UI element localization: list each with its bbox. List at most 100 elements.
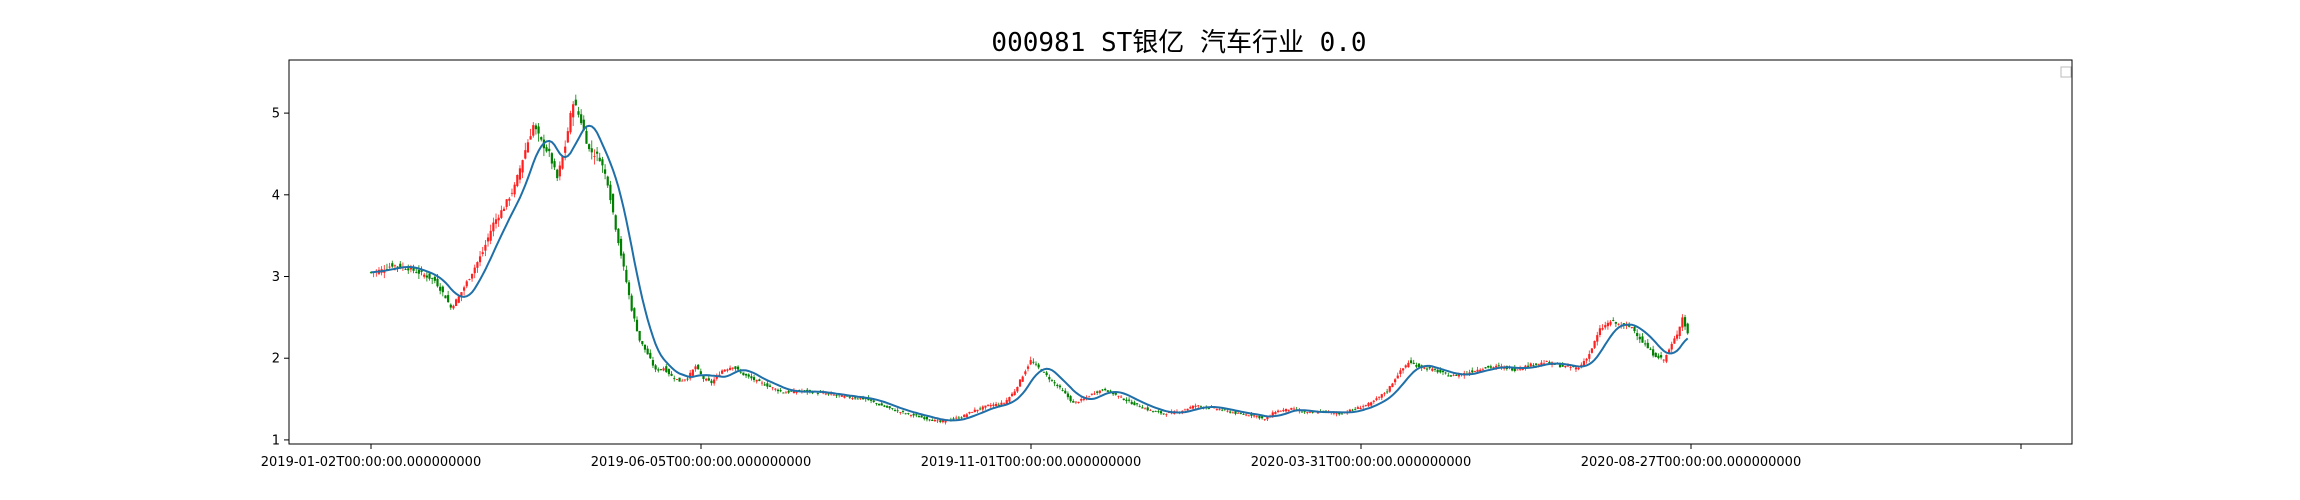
candle-body: [893, 410, 897, 412]
candle-body: [1338, 412, 1341, 415]
candle-body: [1114, 393, 1117, 395]
candle-body: [537, 126, 540, 134]
candle-body: [667, 369, 671, 375]
candle-body: [611, 193, 615, 213]
candle-body: [590, 148, 593, 153]
candle-body: [1476, 369, 1479, 372]
candle-body: [1606, 322, 1609, 327]
candle-body: [1649, 348, 1652, 350]
candle-body: [484, 244, 487, 251]
candle-body: [447, 295, 450, 303]
candle-body: [1415, 365, 1418, 367]
candle-body: [619, 238, 623, 256]
candle-body: [830, 393, 833, 395]
candle-body: [933, 420, 937, 422]
candle-body: [1239, 413, 1242, 414]
candle-body: [1468, 372, 1471, 374]
candle-body: [1356, 407, 1359, 409]
candle-body: [1261, 416, 1264, 419]
candle-body: [904, 413, 907, 415]
candle-body: [662, 368, 665, 371]
candle-body: [556, 169, 559, 179]
candle-body: [1423, 367, 1426, 369]
candle-body: [1106, 390, 1109, 392]
candle-body: [572, 104, 575, 118]
candle-body: [638, 330, 641, 341]
candle-body: [1394, 379, 1397, 383]
candle-body: [1112, 392, 1115, 395]
candle-body: [1271, 412, 1274, 417]
candle-body: [888, 406, 891, 409]
candle-body: [1519, 368, 1522, 370]
candle-body: [574, 99, 577, 106]
candle-body: [771, 387, 774, 389]
candle-body: [580, 114, 583, 124]
x-tick-label: 2019-01-02T00:00:00.000000000: [261, 455, 481, 470]
candle-body: [742, 372, 745, 376]
candle-body: [1199, 406, 1203, 408]
candle-body: [758, 379, 761, 382]
candle-body: [603, 169, 607, 174]
candle-body: [848, 396, 851, 398]
candle-body: [705, 378, 708, 381]
candle-body: [923, 417, 926, 420]
candle-body: [1516, 369, 1519, 371]
candle-body: [790, 390, 793, 392]
candle-body: [960, 417, 963, 419]
candle-body: [396, 266, 399, 268]
candle-body: [1146, 407, 1149, 411]
candle-body: [987, 404, 990, 406]
candle-body: [1641, 336, 1644, 343]
candle-body: [989, 405, 992, 407]
candle-body: [784, 392, 788, 394]
candle-body: [877, 403, 881, 406]
candle-body: [1396, 375, 1399, 379]
candle-body: [635, 319, 639, 332]
candle-body: [1242, 413, 1245, 415]
candle-body: [585, 130, 588, 144]
x-tick-label: 2020-03-31T00:00:00.000000000: [1251, 455, 1471, 470]
candle-body: [545, 147, 548, 152]
candle-body: [1215, 409, 1218, 410]
candle-body: [694, 366, 697, 370]
candle-body: [558, 165, 561, 177]
candle-body: [420, 270, 423, 272]
candle-body: [1471, 370, 1474, 373]
candle-body: [492, 222, 495, 232]
candle-body: [768, 385, 772, 387]
candle-body: [1218, 409, 1221, 411]
candle-body: [1348, 409, 1351, 413]
candle-body: [1120, 396, 1123, 398]
candle-body: [1042, 371, 1046, 373]
y-tick-label: 2: [272, 352, 280, 367]
candle-body: [1652, 349, 1655, 356]
candle-body: [891, 408, 894, 409]
candle-body: [936, 420, 939, 422]
candle-body: [901, 411, 905, 412]
candle-body: [1617, 323, 1620, 325]
candle-body: [678, 377, 681, 382]
candle-body: [981, 406, 984, 410]
candle-body: [633, 308, 636, 319]
candle-body: [973, 409, 976, 413]
candle-body: [896, 410, 899, 412]
candle-body: [1492, 366, 1495, 368]
candle-body: [1276, 410, 1280, 412]
candle-body: [907, 413, 910, 414]
candle-body: [1638, 336, 1641, 340]
candle-body: [760, 382, 764, 384]
candle-body: [997, 404, 1000, 406]
candle-body: [776, 389, 780, 392]
candle-body: [1513, 368, 1516, 371]
candle-body: [1133, 402, 1136, 406]
candle-body: [1590, 348, 1594, 353]
candle-body: [1364, 404, 1367, 406]
candle-body: [627, 282, 631, 296]
candle-body: [957, 417, 960, 419]
candle-body: [521, 160, 524, 173]
candle-body: [508, 198, 511, 201]
candle-body: [992, 404, 995, 406]
candle-body: [1489, 366, 1492, 368]
candle-body: [1069, 396, 1072, 401]
candle-body: [1572, 366, 1575, 368]
